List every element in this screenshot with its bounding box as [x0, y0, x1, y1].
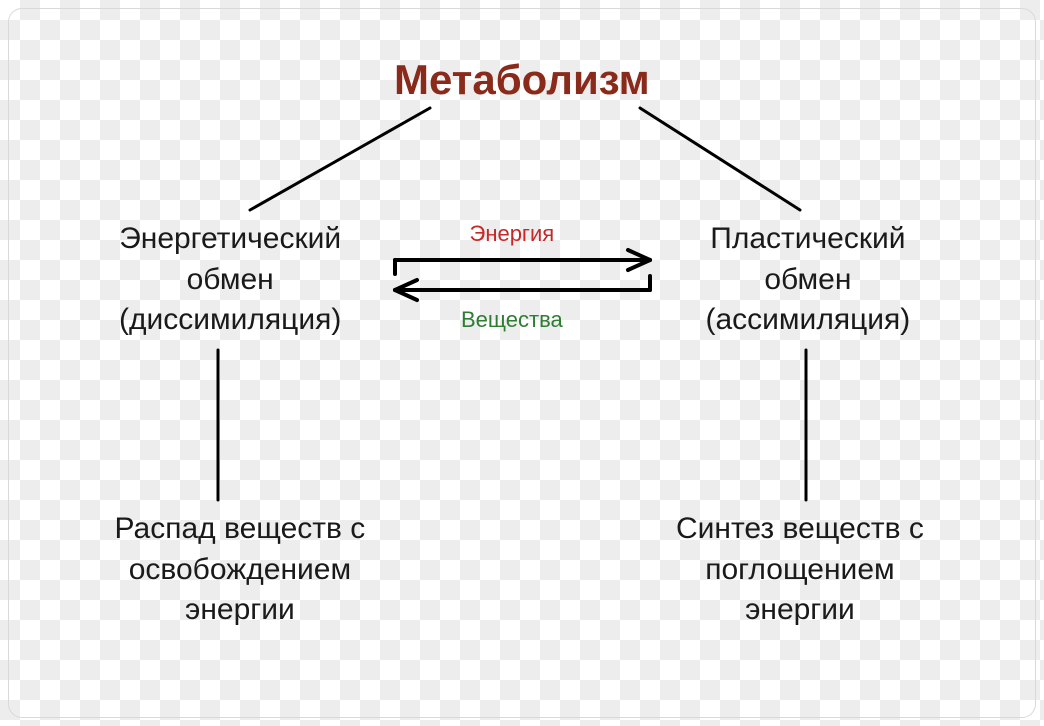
energy-label: Энергия	[470, 219, 555, 249]
substances-label: Вещества	[461, 305, 563, 335]
left-bottom-label: Распад веществ с освобождением энергии	[115, 509, 366, 631]
right-bottom-label: Синтез веществ с поглощением энергии	[676, 509, 924, 631]
title-label: Метаболизм	[394, 52, 650, 109]
diagram-stage: Метаболизм Энергетический обмен (диссими…	[0, 0, 1044, 726]
right-mid-label: Пластический обмен (ассимиляция)	[706, 219, 911, 341]
left-mid-label: Энергетический обмен (диссимиляция)	[119, 219, 341, 341]
